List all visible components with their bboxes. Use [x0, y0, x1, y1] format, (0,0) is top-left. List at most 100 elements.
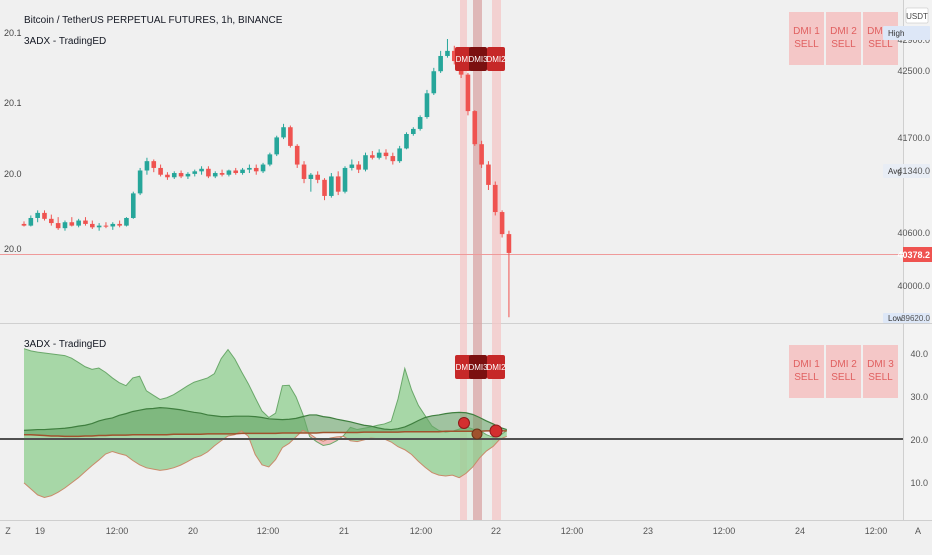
osc-tick: 30.0: [910, 392, 928, 402]
signal-badge-label: DMI3: [468, 55, 488, 64]
candle-up: [445, 50, 450, 56]
candle-down: [383, 152, 389, 157]
signal-cell-text: DMI 3 SELL: [867, 26, 894, 50]
candle-down: [151, 161, 157, 168]
price-scale[interactable]: USDT 42900.0 High 42500.0 41700.0 Avg 41…: [883, 7, 932, 323]
candle-up: [192, 171, 198, 174]
candle-down: [42, 212, 47, 219]
high-tag-label: High: [888, 29, 904, 38]
candle-up: [76, 220, 81, 226]
signal-badge-label: DMI: [456, 363, 471, 372]
signal-badge-dmi3[interactable]: DMI3: [468, 47, 488, 71]
candle-up: [35, 212, 40, 218]
candle-up: [130, 193, 136, 218]
left-scale-label: 20.0: [4, 244, 22, 254]
price-tick: 42500.0: [897, 66, 930, 76]
time-label: 12:00: [865, 526, 888, 536]
candle-down: [219, 173, 225, 175]
signal-badge-dmi1[interactable]: DMI: [455, 47, 471, 71]
signal-band-dmi1: [460, 0, 467, 520]
signal-bands: [460, 0, 501, 520]
candle-up: [376, 152, 382, 158]
candle-down: [69, 222, 75, 226]
symbol-title[interactable]: Bitcoin / TetherUS PERPETUAL FUTURES, 1h…: [24, 15, 283, 26]
time-label: 24: [795, 526, 805, 536]
candle-down: [472, 111, 478, 145]
signal-cell-dmi2: [826, 345, 861, 398]
avg-tag: [883, 164, 930, 178]
signal-table-osc: DMI 1 SELL DMI 2 SELL DMI 3 SELL: [789, 345, 898, 398]
signal-badge-label: DMI: [456, 55, 471, 64]
candle-down: [301, 164, 307, 179]
signal-badge-dmi2[interactable]: DMI2: [486, 355, 506, 379]
candle-down: [55, 223, 61, 229]
candle-down: [322, 179, 327, 196]
candle-up: [267, 154, 273, 165]
candle-up: [199, 168, 204, 172]
signal-cell-text: DMI 1 SELL: [793, 359, 820, 383]
indicator-legend-price[interactable]: 3ADX - TradingED: [24, 36, 106, 47]
candle-up: [240, 169, 245, 174]
price-tick: 41340.0: [897, 166, 930, 176]
signal-cell-dmi3: [863, 345, 898, 398]
candle-up: [349, 164, 355, 168]
candle-down: [356, 164, 361, 170]
left-scale-label: 20.1: [4, 28, 22, 38]
price-tick: 40000.0: [897, 281, 930, 291]
candle-up: [438, 55, 443, 72]
candle-up: [431, 71, 437, 94]
signal-badge-dmi2[interactable]: DMI2: [486, 47, 506, 71]
time-axis-corner-left[interactable]: Z: [5, 526, 11, 536]
candle-up: [212, 173, 218, 177]
candle-up: [171, 173, 177, 178]
time-label: 12:00: [561, 526, 584, 536]
current-price-tag: [903, 247, 932, 262]
low-tag-label: Low: [888, 314, 903, 323]
price-tick: 41700.0: [897, 133, 930, 143]
osc-scale[interactable]: 40.0 30.0 20.0 10.0: [910, 349, 928, 488]
adx-oscillator: [23, 348, 508, 499]
time-label: 21: [339, 526, 349, 536]
avg-tag-label: Avg: [888, 167, 902, 176]
candle-up: [247, 167, 252, 170]
currency-box[interactable]: [905, 7, 929, 24]
candle-down: [486, 164, 491, 185]
candle-down: [479, 144, 484, 165]
candle-up: [404, 134, 409, 149]
candle-up: [260, 164, 266, 172]
candle-down: [21, 223, 27, 226]
candle-down: [83, 220, 88, 224]
candle-down: [233, 170, 239, 174]
indicator-legend-osc[interactable]: 3ADX - TradingED: [24, 339, 106, 350]
signal-badge-label: DMI2: [486, 55, 506, 64]
osc-tick: 40.0: [910, 349, 928, 359]
signal-cell-text: DMI 2 SELL: [830, 359, 857, 383]
candle-down: [492, 184, 498, 213]
time-axis-corner-right[interactable]: A: [915, 526, 921, 536]
candle-up: [329, 176, 334, 196]
signal-cell-dmi1: [789, 12, 824, 65]
candle-down: [103, 225, 109, 227]
candle-down: [370, 155, 375, 158]
candle-down: [451, 50, 457, 62]
signal-cell-dmi2: [826, 12, 861, 65]
left-scale-label: 20.1: [4, 98, 22, 108]
time-axis[interactable]: Z 19 12:00 20 12:00 21 12:00 22 12:00 23…: [5, 526, 921, 536]
candle-down: [253, 167, 259, 172]
signal-table-price: DMI 1 SELL DMI 2 SELL DMI 3 SELL: [789, 12, 898, 65]
time-label: 12:00: [410, 526, 433, 536]
candle-up: [144, 161, 150, 171]
signal-cell-text: DMI 3 SELL: [867, 359, 894, 383]
currency-label: USDT: [906, 12, 928, 21]
candle-up: [124, 217, 129, 226]
time-label: 20: [188, 526, 198, 536]
candle-down: [90, 223, 95, 228]
signal-badge-dmi3[interactable]: DMI3: [468, 355, 488, 379]
signal-badge-dmi1[interactable]: DMI: [455, 355, 471, 379]
candle-down: [390, 156, 396, 162]
candle-up: [281, 127, 286, 138]
time-label: 19: [35, 526, 45, 536]
signal-badges-price: DMI DMI3 DMI2: [455, 47, 506, 71]
